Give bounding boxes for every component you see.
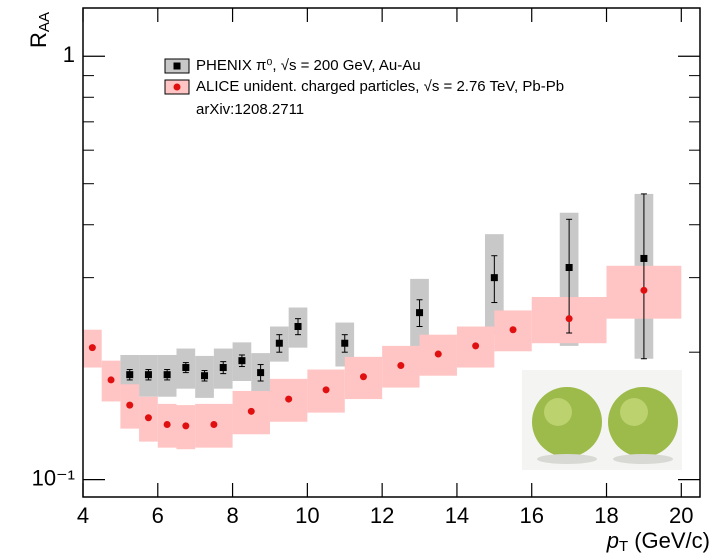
x-tick-label: 20 bbox=[669, 503, 693, 528]
legend-label: PHENIX π⁰, √s = 200 GeV, Au-Au bbox=[196, 57, 421, 74]
point bbox=[285, 395, 293, 403]
point bbox=[565, 315, 573, 323]
x-tick-label: 16 bbox=[519, 503, 543, 528]
plot-layer: 4 6 8 10 12 14 16 18 20 10⁻¹ 1 bbox=[32, 8, 700, 528]
point bbox=[201, 372, 209, 380]
x-tick-label: 4 bbox=[77, 503, 89, 528]
point bbox=[509, 326, 517, 334]
point bbox=[275, 339, 283, 347]
point bbox=[565, 264, 573, 272]
apples bbox=[522, 370, 682, 470]
point bbox=[210, 420, 218, 428]
legend-label: ALICE unident. charged particles, √s = 2… bbox=[196, 78, 564, 95]
point bbox=[219, 364, 227, 372]
point bbox=[126, 401, 134, 409]
y-label-sub: AA bbox=[36, 12, 53, 32]
x-tick-label: 6 bbox=[152, 503, 164, 528]
point bbox=[238, 357, 246, 365]
point bbox=[107, 376, 115, 384]
point bbox=[182, 364, 190, 372]
x-label-main: p bbox=[606, 528, 619, 553]
x-tick-label: 10 bbox=[295, 503, 319, 528]
legend-note: arXiv:1208.2711 bbox=[196, 101, 304, 118]
y-label: RAA bbox=[26, 12, 53, 48]
point bbox=[126, 371, 134, 379]
x-label-sub: T bbox=[619, 538, 628, 555]
point bbox=[322, 386, 330, 394]
point bbox=[294, 322, 302, 330]
point bbox=[472, 342, 480, 350]
frame bbox=[82, 7, 701, 498]
point bbox=[144, 414, 152, 422]
point bbox=[434, 350, 442, 358]
point bbox=[257, 369, 265, 377]
point bbox=[490, 274, 498, 282]
point bbox=[163, 420, 171, 428]
y-label-main: R bbox=[26, 32, 51, 48]
y-tick-label: 1 bbox=[63, 42, 75, 67]
legend-marker bbox=[173, 62, 181, 70]
point bbox=[144, 371, 152, 379]
point bbox=[416, 309, 424, 317]
y-tick-label: 10⁻¹ bbox=[32, 465, 75, 490]
x-tick-label: 18 bbox=[594, 503, 618, 528]
x-label-unit: (GeV/c) bbox=[634, 528, 710, 553]
point bbox=[88, 344, 96, 352]
point bbox=[640, 286, 648, 294]
point bbox=[397, 362, 405, 370]
point bbox=[359, 373, 367, 381]
x-label: pT (GeV/c) bbox=[606, 528, 710, 555]
x-tick-label: 12 bbox=[370, 503, 394, 528]
point bbox=[640, 254, 648, 262]
x-tick-label: 14 bbox=[445, 503, 469, 528]
point bbox=[247, 407, 255, 415]
x-tick-label: 8 bbox=[226, 503, 238, 528]
legend-marker bbox=[173, 83, 181, 91]
point bbox=[182, 422, 190, 430]
point bbox=[163, 371, 171, 379]
point bbox=[341, 339, 349, 347]
